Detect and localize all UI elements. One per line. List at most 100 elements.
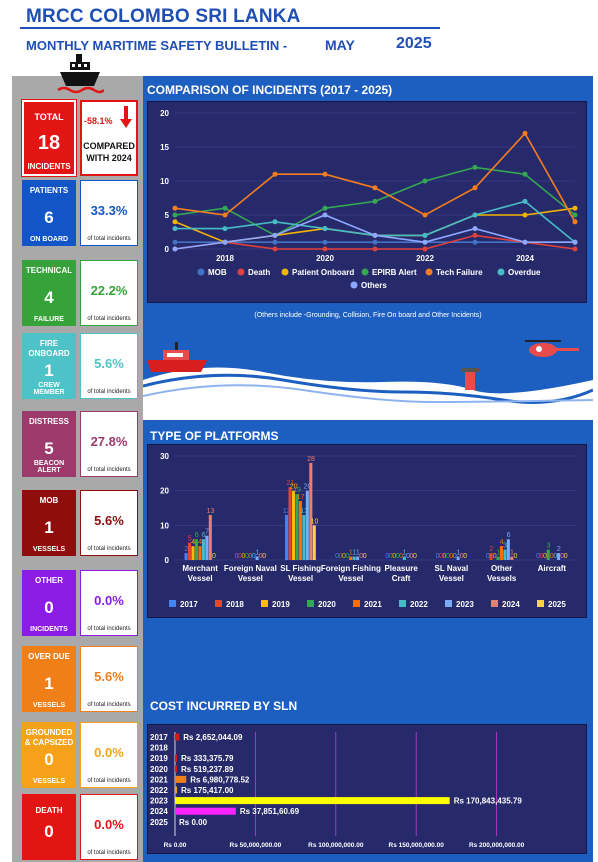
bar [503, 549, 507, 560]
bar-value-label: 0 [543, 553, 547, 560]
bar-value-label: 0 [363, 553, 367, 560]
data-point [572, 205, 578, 211]
bar-value-label: 10 [311, 518, 319, 525]
data-point [572, 246, 578, 252]
stat-card-right: 0.0% of total incidents [80, 570, 138, 636]
y-tick-label: 20 [160, 487, 169, 496]
bar [506, 539, 510, 560]
stat-sublabel: INCIDENTS [30, 626, 68, 633]
bar-value-label: 19 [293, 487, 301, 494]
stat-percent: 0.0% [94, 593, 124, 608]
data-point [422, 239, 428, 245]
stat-card-left: DEATH 0 [22, 794, 76, 860]
stat-title: OVER DUE [28, 652, 70, 661]
bulletin-title: MRCC COLOMBO SRI LANKA [26, 6, 301, 27]
category-label: Vessel [439, 574, 464, 583]
stat-note: of total incidents [87, 626, 131, 632]
data-point [372, 198, 378, 204]
bar-value-label: 0 [439, 553, 443, 560]
total-value: 18 [37, 132, 61, 154]
stat-note: of total incidents [87, 389, 131, 395]
bulletin-subtitle: MONTHLY MARITIME SAFETY BULLETIN - [26, 38, 288, 53]
bar-value-label: 0 [453, 553, 457, 560]
data-point [522, 212, 528, 218]
data-point [372, 246, 378, 252]
bar-value-label: 0 [245, 553, 249, 560]
category-label: Aircraft [538, 564, 567, 573]
stat-title: GROUNDED & CAPSIZED [24, 728, 74, 747]
data-point [422, 212, 428, 218]
data-point [172, 205, 178, 211]
stat-value: 0 [44, 822, 54, 841]
bar-value-label: 0 [446, 553, 450, 560]
stat-card-grounded: GROUNDED & CAPSIZED 0 VESSELS 0.0% of to… [22, 722, 138, 788]
legend-label: 2024 [502, 600, 520, 609]
bar-value-label: 13 [300, 508, 308, 515]
data-point [272, 246, 278, 252]
bar [175, 786, 177, 794]
bar [302, 514, 306, 560]
bar-value-label: 13 [283, 508, 291, 515]
category-label: Merchant [182, 564, 218, 573]
stat-card-patients: PATIENTS 6 ON BOARD 33.3% of total incid… [22, 180, 138, 246]
stat-value: 1 [44, 361, 54, 380]
bar-value-label: 0 [241, 553, 245, 560]
stat-sublabel: FAILURE [34, 316, 64, 323]
category-label: Craft [392, 574, 411, 583]
bar-value-label: Rs 175,417.00 [181, 786, 234, 795]
total-change: -58.1% [84, 116, 113, 126]
cost-bar-chart: Rs 0.00 Rs 50,000,000.00 Rs 100,000,000.00… [150, 732, 525, 849]
bar [194, 539, 198, 560]
legend-marker [169, 600, 176, 607]
data-point [222, 226, 228, 232]
data-point [572, 239, 578, 245]
stat-value: 0 [44, 598, 54, 617]
data-point [222, 239, 228, 245]
bar [546, 549, 550, 560]
stat-sublabel: BEACON ALERT [33, 460, 65, 474]
legend-label: 2025 [548, 600, 566, 609]
y-category-label: 2023 [150, 797, 168, 806]
legend-marker [491, 600, 498, 607]
bar-value-label: Rs 519,237.89 [181, 765, 234, 774]
bar [198, 546, 202, 560]
x-tick-label: 2024 [516, 254, 534, 263]
bar [175, 797, 450, 805]
bar-value-label: 0 [463, 553, 467, 560]
stat-sublabel: VESSELS [32, 702, 66, 709]
bar-value-label: 20 [304, 484, 312, 491]
bar-value-label: 0 [413, 553, 417, 560]
bar-value-label: 0 [335, 553, 339, 560]
y-tick-label: 10 [160, 521, 169, 530]
bar-value-label: 17 [297, 494, 305, 501]
stat-card-left: PATIENTS 6 ON BOARD [22, 180, 76, 246]
legend-label: 2021 [364, 600, 382, 609]
legend-marker [361, 268, 369, 276]
bar-value-label: 4 [198, 539, 202, 546]
bar-value-label: 0 [410, 553, 414, 560]
stat-note: of total incidents [87, 850, 131, 856]
y-category-label: 2021 [150, 775, 168, 784]
bar [496, 556, 500, 560]
bar-value-label: 0 [406, 553, 410, 560]
category-label: Foreign Fishing [321, 564, 381, 573]
stat-value: 1 [44, 518, 54, 537]
stat-card-right: 22.2% of total incidents [80, 260, 138, 326]
data-point [572, 212, 578, 218]
bar-value-label: 7 [205, 529, 209, 536]
bar [291, 490, 296, 560]
stat-sublabel: CREW MEMBER [33, 382, 65, 396]
bar-value-label: 6 [507, 532, 511, 539]
data-point [272, 219, 278, 225]
data-point [322, 171, 328, 177]
bar-value-label: 13 [207, 508, 215, 515]
stat-card-left: OVER DUE 1 VESSELS [22, 646, 76, 712]
bar [402, 556, 406, 560]
stat-percent: 33.3% [90, 203, 128, 218]
bar-value-label: Rs 6,980,778.52 [190, 775, 250, 784]
data-point [422, 246, 428, 252]
data-point [472, 164, 478, 170]
bar-value-label: 28 [307, 456, 315, 463]
bar-value-label: 0 [540, 553, 544, 560]
legend-marker [399, 600, 406, 607]
